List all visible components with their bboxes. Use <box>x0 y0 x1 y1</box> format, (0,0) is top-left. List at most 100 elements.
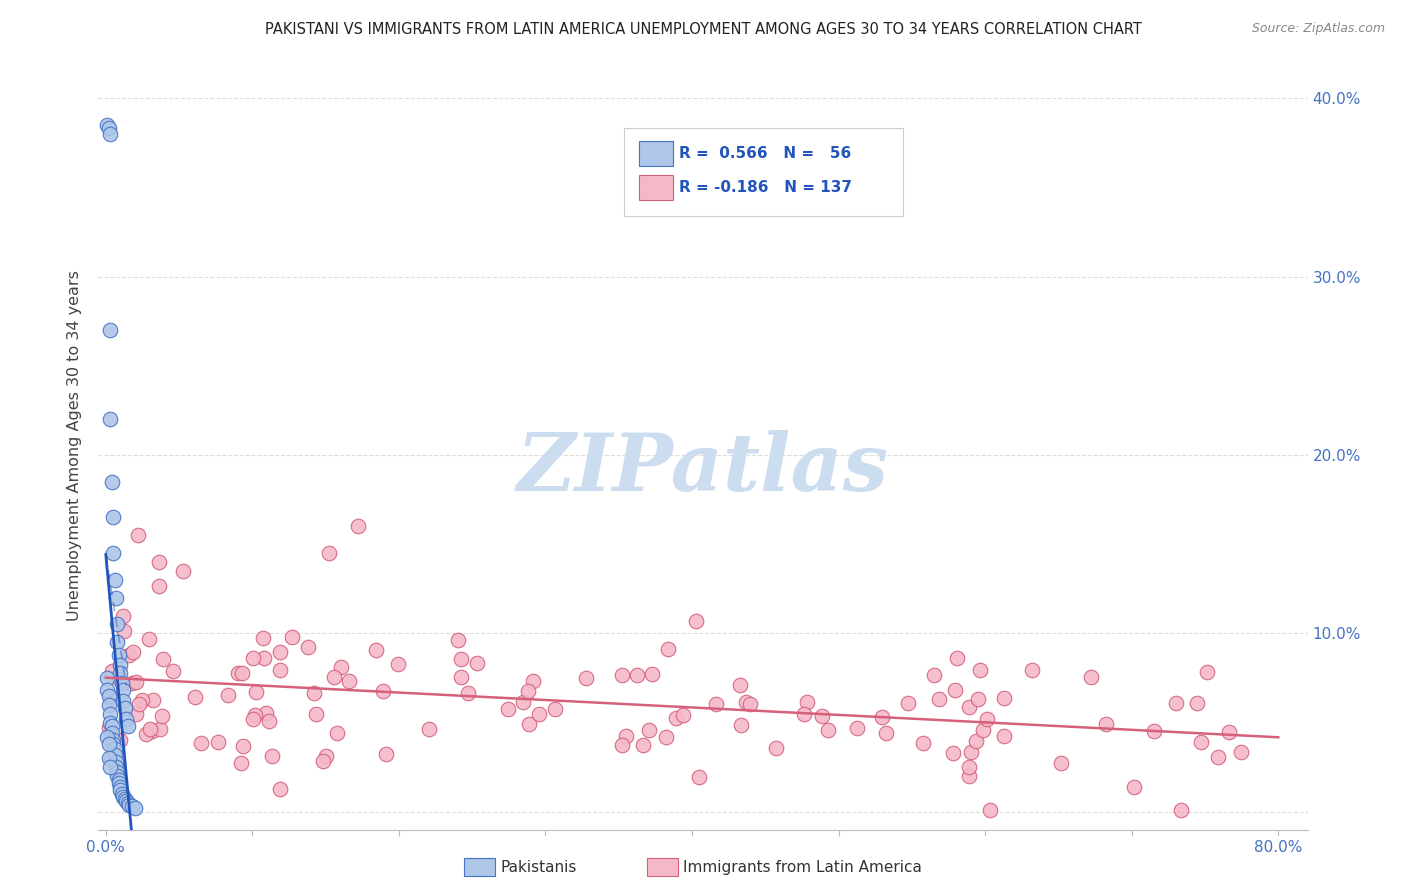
Point <box>101 510 124 524</box>
Point <box>688 771 710 785</box>
Point <box>98 323 121 337</box>
Point <box>517 717 540 731</box>
Point <box>122 645 145 659</box>
Point <box>575 671 598 685</box>
Point <box>103 742 125 756</box>
Bar <box>638 175 673 200</box>
Point <box>364 642 387 657</box>
Point <box>418 722 440 736</box>
Point <box>138 632 160 646</box>
Point <box>105 755 128 769</box>
Point <box>269 781 291 796</box>
Point <box>965 733 987 747</box>
Point <box>229 756 252 771</box>
Point <box>115 712 138 726</box>
Point <box>614 729 637 743</box>
Point <box>943 682 966 697</box>
Point <box>150 709 173 723</box>
Point <box>110 783 132 797</box>
Point <box>117 719 139 733</box>
Point <box>318 546 340 560</box>
Point <box>98 715 121 730</box>
Point <box>1094 716 1116 731</box>
Point <box>450 651 472 665</box>
Bar <box>638 142 673 166</box>
Point <box>96 118 118 132</box>
Point <box>100 475 122 489</box>
Point <box>297 640 319 655</box>
Point <box>111 787 134 801</box>
Point <box>967 691 990 706</box>
Point <box>269 645 291 659</box>
Point <box>792 706 814 721</box>
Point <box>98 706 121 721</box>
Point <box>108 776 131 790</box>
Y-axis label: Unemployment Among Ages 30 to 34 years: Unemployment Among Ages 30 to 34 years <box>67 270 83 622</box>
Point <box>97 751 120 765</box>
Point <box>631 738 654 752</box>
Point <box>337 673 360 688</box>
Point <box>115 794 138 808</box>
Point <box>1170 803 1192 817</box>
Bar <box>624 128 903 216</box>
Point <box>101 546 124 560</box>
Point <box>323 670 346 684</box>
Point <box>665 711 688 725</box>
Point <box>942 747 965 761</box>
Point <box>302 686 325 700</box>
Point <box>897 697 920 711</box>
Point <box>97 698 120 712</box>
Point <box>260 748 283 763</box>
Point <box>817 723 839 737</box>
Point <box>447 633 470 648</box>
Point <box>312 754 335 768</box>
Point <box>957 699 980 714</box>
Point <box>529 706 551 721</box>
Point <box>103 747 125 762</box>
Point <box>1049 756 1071 770</box>
Point <box>149 722 172 736</box>
Point <box>972 723 994 737</box>
Point <box>245 685 267 699</box>
Point <box>387 657 409 671</box>
Point <box>100 726 122 740</box>
Point <box>912 736 935 750</box>
Point <box>957 759 980 773</box>
Point <box>672 707 695 722</box>
Point <box>112 624 135 638</box>
Point <box>121 675 143 690</box>
Point <box>128 698 150 712</box>
Point <box>110 780 132 794</box>
Point <box>231 665 253 680</box>
Point <box>117 796 139 810</box>
Point <box>96 683 118 698</box>
Point <box>242 712 264 726</box>
Point <box>765 740 787 755</box>
Point <box>993 691 1015 706</box>
Point <box>517 683 540 698</box>
Point <box>465 656 488 670</box>
Point <box>922 668 945 682</box>
Point <box>96 730 118 744</box>
Point <box>374 747 396 761</box>
Point <box>162 664 184 678</box>
Point <box>110 733 132 747</box>
Point <box>305 706 328 721</box>
Point <box>993 729 1015 743</box>
Point <box>152 651 174 665</box>
Point <box>325 726 347 740</box>
Point <box>110 665 132 680</box>
Point <box>139 723 162 737</box>
Point <box>101 737 124 751</box>
Point <box>97 721 120 735</box>
Point <box>100 665 122 679</box>
Point <box>796 695 818 709</box>
Point <box>657 642 679 657</box>
Point <box>121 799 143 814</box>
Point <box>148 555 170 569</box>
Point <box>738 697 761 711</box>
Point <box>730 678 752 692</box>
Point <box>969 663 991 677</box>
Point <box>107 769 129 783</box>
Point <box>845 721 868 735</box>
